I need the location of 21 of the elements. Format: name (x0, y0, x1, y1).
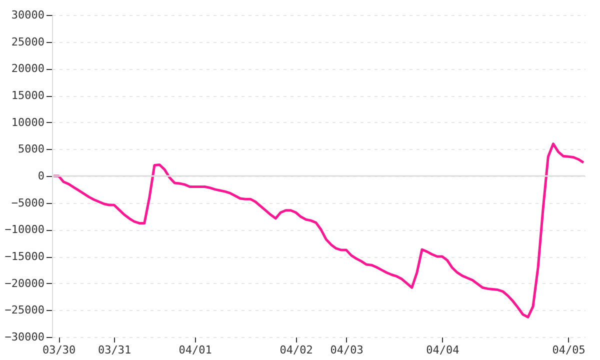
x-tick-label: 04/01 (178, 344, 212, 356)
y-tick-label: −30000 (4, 330, 44, 344)
line-series (52, 142, 585, 318)
x-tick-label: 04/03 (330, 344, 364, 356)
y-tick-label: 10000 (11, 116, 44, 129)
y-tick-label: 20000 (11, 62, 44, 76)
x-tick-label: 03/31 (98, 344, 132, 356)
x-tick-label: 04/04 (426, 344, 460, 356)
x-tick-label: 04/02 (280, 344, 313, 356)
y-tick-label: −25000 (4, 304, 44, 317)
y-tick-label: −20000 (4, 276, 44, 290)
y-tick-label: 0 (38, 170, 44, 182)
y-tick-label: −5000 (11, 196, 44, 210)
y-tick-label: −15000 (4, 250, 44, 263)
x-tick-label: 04/05 (552, 344, 586, 356)
y-tick-label: −10000 (4, 223, 44, 236)
x-tick-label: 03/30 (42, 344, 76, 356)
y-tick-label: 15000 (11, 89, 44, 102)
y-tick-label: 30000 (11, 8, 44, 22)
y-tick-label: 25000 (11, 35, 44, 48)
y-tick-label: 5000 (18, 142, 44, 156)
